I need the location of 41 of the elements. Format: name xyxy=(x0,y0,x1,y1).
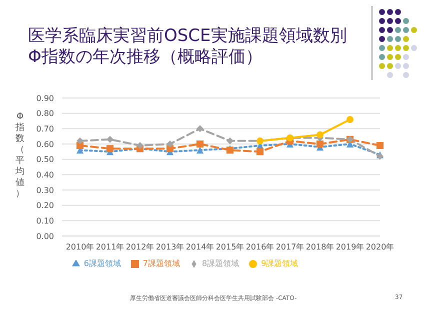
y-tick-label: 0.90 xyxy=(36,94,54,103)
legend-label: 6課題領域 xyxy=(84,259,121,268)
x-tick-label: 2010年 xyxy=(66,242,94,252)
point xyxy=(76,137,84,144)
x-tick-label: 2019年 xyxy=(336,242,364,252)
x-tick-label: 2018年 xyxy=(306,242,334,252)
y-tick-label: 0.20 xyxy=(36,201,54,210)
point xyxy=(166,140,174,148)
legend-label: 7課題領域 xyxy=(142,259,180,268)
point xyxy=(196,125,204,132)
x-tick-label: 2011年 xyxy=(96,242,124,252)
x-tick-label: 2016年 xyxy=(246,242,274,252)
point xyxy=(376,142,384,150)
y-tick-label: 0.70 xyxy=(36,124,54,134)
y-tick-label: 0.00 xyxy=(36,232,54,241)
point xyxy=(196,140,204,148)
legend-label: 9課題領域 xyxy=(261,259,298,268)
point xyxy=(316,131,324,138)
y-tick-label: 0.40 xyxy=(36,170,54,180)
legend-label: 8課題領域 xyxy=(202,259,240,268)
point xyxy=(196,146,204,154)
y-tick-label: 0.80 xyxy=(36,109,54,118)
y-tick-label: 0.60 xyxy=(36,140,54,149)
x-tick-label: 2014年 xyxy=(186,242,214,252)
y-tick-label: 0.50 xyxy=(36,155,54,164)
point xyxy=(136,142,144,150)
point xyxy=(346,116,354,123)
x-tick-label: 2015年 xyxy=(216,242,244,252)
y-axis-title: Φ指数（平均値） xyxy=(14,112,26,200)
point xyxy=(316,140,324,148)
point xyxy=(106,145,114,152)
chart-title: 医学系臨床実習前OSCE実施課題領域数別 Φ指数の年次推移（概略評価） xyxy=(28,26,347,68)
point xyxy=(256,148,264,156)
x-tick-label: 2020年 xyxy=(366,242,394,252)
point xyxy=(226,137,234,144)
x-tick-label: 2013年 xyxy=(156,242,184,252)
point xyxy=(106,136,114,143)
x-tick-label: 2017年 xyxy=(276,242,304,252)
y-tick-label: 0.30 xyxy=(36,186,54,195)
x-tick-label: 2012年 xyxy=(126,242,154,252)
y-tick-label: 0.10 xyxy=(36,216,54,226)
